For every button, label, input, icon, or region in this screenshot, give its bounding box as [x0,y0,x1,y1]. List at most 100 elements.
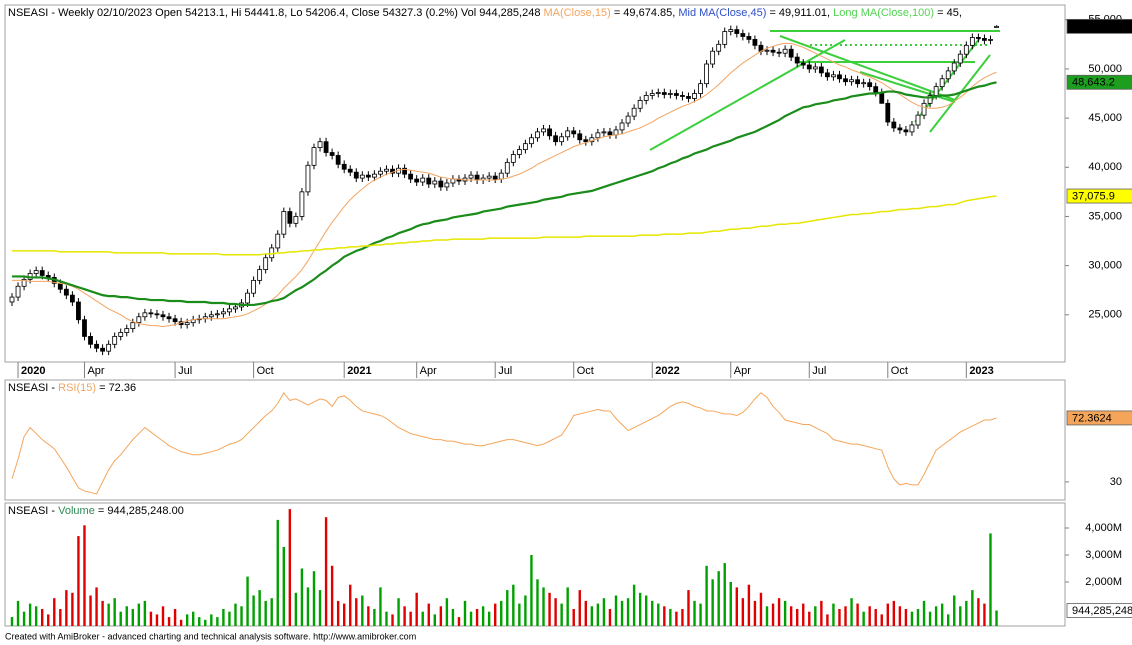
x-tick-label: Apr [734,365,751,377]
volume-bar [125,606,128,626]
x-tick-label: 2020 [21,365,45,377]
volume-bar [330,565,334,626]
volume-bar [904,608,908,626]
candle-body [281,211,287,235]
volume-bar [113,598,116,626]
volume-bar [874,608,877,626]
volume-bar [759,592,763,626]
candle-body [257,269,263,281]
volume-bar [850,598,853,626]
volume-bar [892,600,896,626]
volume-bar [717,571,720,626]
candle-body [94,343,99,349]
volume-bar [796,608,799,626]
x-tick-label: Oct [577,365,594,377]
volume-bar [626,598,630,626]
pane-title: NSEASI - Volume = 944,285,248.00 [8,505,184,517]
candle-body [136,316,142,324]
candle-body [740,33,746,37]
candle-body [353,171,359,179]
volume-bar [276,519,279,626]
candle-body [728,29,734,32]
volume-bar [524,595,527,626]
candle-body [957,53,963,64]
candle-body [939,78,945,88]
volume-bar [789,606,793,626]
candle-body [208,314,214,318]
candle-body [371,173,377,178]
candle-body [148,312,154,315]
candle-body [867,82,873,88]
volume-bar [439,606,443,626]
volume-bar [711,579,714,626]
x-tick-label: 2022 [655,365,679,377]
volume-bar [258,590,261,626]
candle-body [553,135,558,143]
volume-bar [735,587,738,626]
candle-body [704,63,709,85]
value-marker-label: 37,075.9 [1072,190,1115,202]
candle-body [782,48,788,54]
volume-bar [536,579,539,626]
pane-title-part: NSEASI - [8,505,58,517]
volume-bar [645,595,648,626]
candle-body [559,136,565,143]
candle-body [130,322,136,329]
candle-body [311,147,317,166]
candle-body [305,164,311,193]
candle-body [112,336,118,345]
candle-body [667,93,673,95]
volume-bar [566,587,569,626]
volume-bar [753,600,757,626]
volume-bar [71,592,74,626]
volume-bar [469,611,473,626]
y-tick-label: 30 [1110,476,1122,488]
candle-body [184,322,190,326]
volume-bar [131,608,134,626]
x-tick-label: Apr [420,365,437,377]
volume-bar [59,608,62,626]
y-tick-label: 50,000 [1088,63,1122,75]
candle-body [625,115,631,124]
volume-bar [959,606,962,626]
candle-body [776,51,782,54]
candle-body [643,95,649,101]
candle-body [414,178,420,183]
candle-body [969,37,975,46]
volume-bar [288,509,292,626]
volume-bar [167,617,171,626]
volume-bar [361,595,364,626]
volume-bar [826,614,829,626]
candle-body [963,44,969,55]
volume-bar [675,611,678,626]
volume-bar [10,617,14,626]
volume-bar [463,600,467,626]
candle-body [384,168,389,172]
volume-bar [415,592,418,626]
pane-title-part: = 45, [934,7,962,19]
volume-bar [481,606,485,626]
rsi-pane [4,379,1066,501]
candle-body [510,154,516,163]
pane-title-part: Volume [58,505,95,517]
candle-body [583,139,589,143]
volume-bar [264,600,267,626]
candle-body [124,328,130,333]
volume-bar [989,533,992,626]
volume-bar [729,581,732,626]
volume-bar [445,598,449,626]
candle-body [861,82,867,85]
volume-bar [880,614,883,626]
candle-body [172,318,178,323]
volume-bar [210,614,213,626]
y-tick-label: 4,000M [1085,522,1122,534]
volume-bar [632,584,636,626]
volume-bar [953,595,956,626]
candle-body [915,114,921,126]
candle-body [655,92,661,94]
moving-average [12,81,997,307]
volume-bar [107,603,110,626]
volume-bar [910,611,914,626]
